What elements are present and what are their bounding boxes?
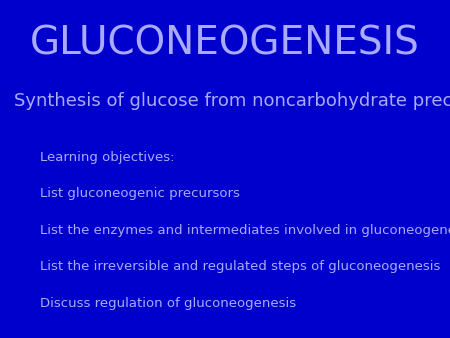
Text: List gluconeogenic precursors: List gluconeogenic precursors	[40, 187, 240, 200]
Text: GLUCONEOGENESIS: GLUCONEOGENESIS	[30, 25, 420, 63]
Text: Learning objectives:: Learning objectives:	[40, 151, 175, 164]
Text: List the irreversible and regulated steps of gluconeogenesis: List the irreversible and regulated step…	[40, 260, 441, 273]
Text: List the enzymes and intermediates involved in gluconeogenesis: List the enzymes and intermediates invol…	[40, 224, 450, 237]
Text: Discuss regulation of gluconeogenesis: Discuss regulation of gluconeogenesis	[40, 297, 297, 310]
Text: Synthesis of glucose from noncarbohydrate precursors: Synthesis of glucose from noncarbohydrat…	[14, 92, 450, 111]
